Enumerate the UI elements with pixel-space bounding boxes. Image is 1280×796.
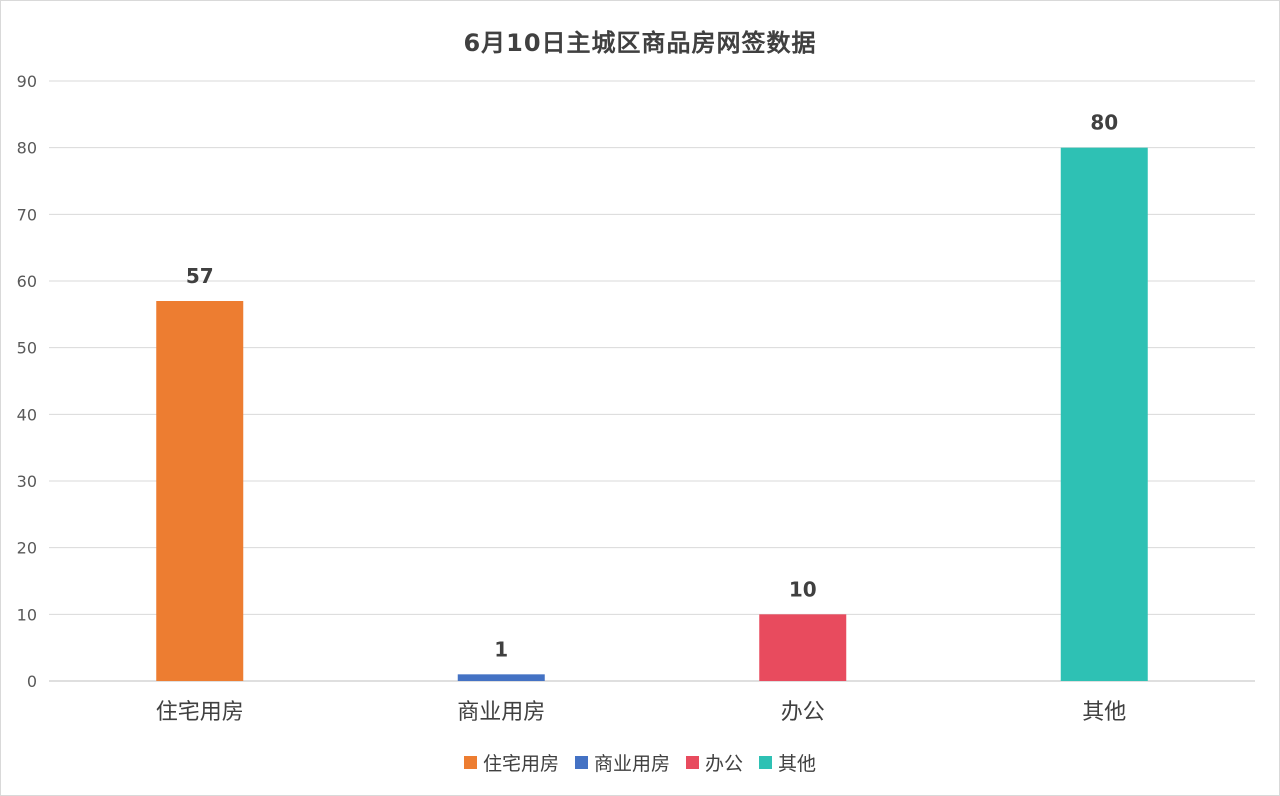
y-tick-label: 80 xyxy=(17,139,37,158)
legend-swatch xyxy=(759,756,773,769)
legend-item: 商业用房 xyxy=(574,749,670,776)
chart-legend: 住宅用房 商业用房 办公 其他 xyxy=(1,749,1279,776)
x-category-label: 商业用房 xyxy=(457,700,545,725)
x-category-label: 住宅用房 xyxy=(156,700,244,725)
legend-label: 商业用房 xyxy=(593,753,670,775)
y-tick-label: 50 xyxy=(17,339,37,358)
data-label: 10 xyxy=(789,577,817,601)
data-label: 57 xyxy=(186,264,214,288)
bar xyxy=(457,674,545,681)
bar xyxy=(759,614,847,681)
legend-swatch xyxy=(686,756,699,769)
data-label: 1 xyxy=(494,637,508,661)
legend-label: 住宅用房 xyxy=(482,753,559,775)
bar xyxy=(1060,147,1148,681)
legend-label: 办公 xyxy=(705,753,744,775)
y-tick-label: 60 xyxy=(17,272,37,291)
legend-swatch xyxy=(463,756,477,769)
bar xyxy=(156,301,244,681)
legend-item: 住宅用房 xyxy=(463,749,559,776)
y-tick-label: 10 xyxy=(17,605,37,624)
legend-label: 其他 xyxy=(778,753,817,775)
legend-item: 其他 xyxy=(759,749,816,776)
legend-item: 办公 xyxy=(686,749,743,776)
y-tick-label: 0 xyxy=(27,672,37,691)
data-label: 80 xyxy=(1090,111,1118,135)
y-tick-label: 40 xyxy=(17,405,37,424)
y-tick-label: 90 xyxy=(17,72,37,91)
legend-swatch xyxy=(574,756,588,769)
y-tick-label: 20 xyxy=(17,539,37,558)
y-tick-label: 70 xyxy=(17,205,37,224)
y-tick-label: 30 xyxy=(17,472,37,491)
x-category-label: 办公 xyxy=(781,700,825,725)
x-category-label: 其他 xyxy=(1082,700,1126,725)
chart-title: 6月10日主城区商品房网签数据 xyxy=(463,29,817,57)
